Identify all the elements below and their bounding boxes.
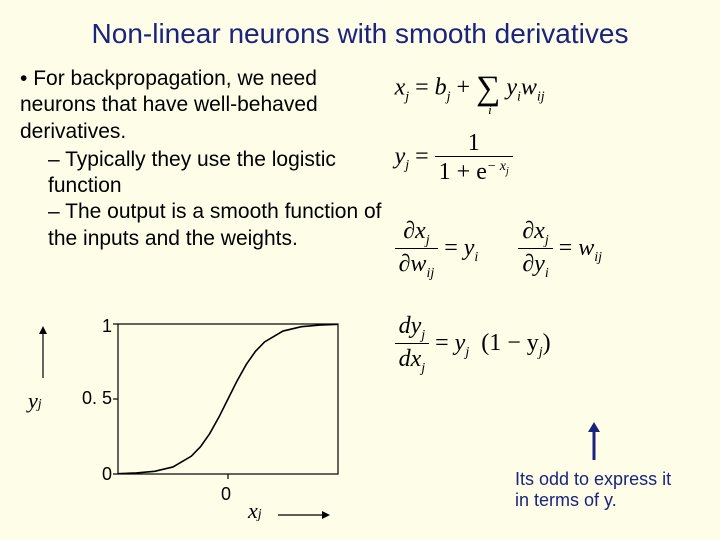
footnote: Its odd to express it in terms of y. — [515, 469, 690, 512]
eq-yj-sub-2: j — [465, 345, 469, 360]
eq-exp-sub: j — [506, 166, 509, 177]
eq-yi-2: y — [464, 235, 475, 261]
eq-frac-logistic: 1 1 + e− xj — [435, 130, 513, 186]
num-dx-2: ∂xj — [518, 218, 552, 249]
den-dw: ∂wij — [395, 249, 439, 281]
equation-dxdy: ∂xj ∂yi = wij — [518, 218, 602, 281]
eq-eqsign-4: = — [559, 235, 579, 261]
sub-bullet-list: Typically they use the logistic function… — [20, 147, 385, 252]
eq-yj-sub: j — [405, 158, 409, 173]
sigma-icon: ∑i — [476, 70, 500, 108]
xtick-0: 0 — [216, 484, 236, 505]
equation-yj: yj = 1 1 + e− xj — [395, 130, 700, 186]
frac-dxdy: ∂xj ∂yi — [518, 218, 552, 281]
x-axis-arrow-icon — [276, 508, 330, 522]
slide-title: Non-linear neurons with smooth derivativ… — [0, 0, 720, 50]
eq-eqsign-5: = — [435, 330, 455, 356]
eq-eqsign-3: = — [444, 235, 464, 261]
eq-wij-sub-2: ij — [594, 250, 602, 265]
bullet-list: For backpropagation, we need neurons tha… — [20, 66, 385, 252]
eq-xj-var: x — [395, 75, 406, 101]
eq-wij: w — [521, 75, 537, 101]
equation-dxdw: ∂xj ∂wij = yi — [395, 218, 479, 281]
logistic-chart: yj 1 0. 5 0 0 xj — [28, 318, 368, 528]
eq-xj-sub: j — [405, 89, 409, 104]
eq-dyj-sub: j — [421, 328, 425, 343]
eq-sum-index: i — [488, 102, 492, 118]
eq-dyj: dy — [399, 313, 422, 339]
note-arrow-icon — [586, 422, 602, 462]
ytick-05: 0. 5 — [72, 388, 112, 409]
eq-yi: y — [506, 75, 517, 101]
eq-dxj-sub: j — [421, 361, 425, 376]
eq-den-prefix: 1 + e — [439, 159, 487, 185]
eq-exp-neg: − x — [487, 159, 506, 174]
eq-close: ) — [543, 330, 551, 356]
eq-dx-sub-2: j — [545, 233, 549, 248]
eq-frac-den: 1 + e− xj — [435, 157, 513, 185]
eq-eqsign-2: = — [415, 143, 435, 169]
num-dyj: dyj — [395, 313, 430, 344]
eq-dx: ∂x — [403, 218, 426, 244]
eq-wij-2: w — [578, 235, 594, 261]
eq-bj: b — [435, 75, 447, 101]
x-axis-label: xj — [248, 498, 262, 524]
eq-dx-2: ∂x — [522, 218, 545, 244]
eq-dw: ∂w — [399, 251, 427, 277]
y-axis-arrow-icon — [36, 326, 50, 380]
footnote-line2: in terms of y. — [515, 490, 617, 510]
bullet-sub2: The output is a smooth function of the i… — [48, 199, 385, 252]
eq-bj-sub: j — [447, 89, 451, 104]
right-column: xj = bj + ∑i yiwij yj = 1 1 + e− xj — [385, 60, 700, 399]
x-axis-var: x — [248, 498, 258, 523]
y-axis-sub: j — [38, 397, 42, 412]
den-dxj: dxj — [395, 344, 430, 376]
eq-exp: − xj — [487, 159, 509, 174]
eq-eqsign-1: = — [415, 75, 435, 101]
slide: Non-linear neurons with smooth derivativ… — [0, 0, 720, 540]
equation-partials-row: ∂xj ∂wij = yi ∂xj ∂yi = wij — [395, 208, 700, 303]
eq-yj: y — [395, 143, 406, 169]
eq-dw-sub: ij — [426, 266, 434, 281]
equation-xj: xj = bj + ∑i yiwij — [395, 70, 700, 108]
bullet-main: For backpropagation, we need neurons tha… — [20, 66, 385, 145]
y-axis-label: yj — [28, 388, 42, 414]
eq-dx-sub: j — [426, 233, 430, 248]
y-axis-var: y — [28, 388, 38, 413]
x-axis-sub: j — [258, 507, 262, 522]
eq-yj-2: y — [455, 330, 466, 356]
frac-dxdw: ∂xj ∂wij — [395, 218, 439, 281]
eq-dxj: dx — [399, 346, 422, 372]
ytick-1: 1 — [82, 316, 112, 337]
footnote-line1: Its odd to express it — [515, 469, 671, 489]
num-dx: ∂xj — [395, 218, 439, 249]
eq-dy: ∂y — [522, 251, 545, 277]
eq-yi-sub-2: i — [474, 250, 478, 265]
chart-svg — [28, 318, 368, 528]
bullet-sub1: Typically they use the logistic function — [48, 147, 385, 200]
eq-one-minus: (1 − y — [481, 330, 539, 356]
eq-wij-sub: ij — [537, 89, 545, 104]
eq-plus: + — [457, 75, 477, 101]
eq-dy-sub: i — [545, 266, 549, 281]
eq-frac-num: 1 — [435, 130, 513, 157]
equation-dydx: dyj dxj = yj (1 − yj) — [395, 313, 700, 376]
den-dy: ∂yi — [518, 249, 552, 281]
frac-dydx: dyj dxj — [395, 313, 430, 376]
ytick-0: 0 — [82, 464, 112, 485]
